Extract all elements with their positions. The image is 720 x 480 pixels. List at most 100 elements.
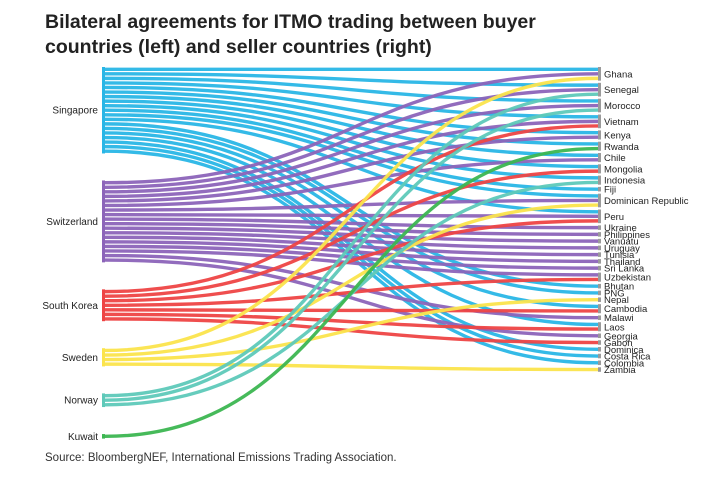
link-south-korea-mongolia [104,169,599,298]
seller-label-cambodia: Cambodia [604,304,648,315]
link-switzerland-senegal [104,87,599,189]
node-tunisia [598,252,601,257]
node-singapore [102,67,105,154]
seller-label-dominica: Dominica [604,345,644,356]
link-singapore-kenya [104,85,599,135]
buyer-label-sweden: Sweden [62,353,98,364]
node-kuwait [102,434,105,439]
link-switzerland-dominican-republic [104,198,599,212]
link-norway-morocco [104,108,599,402]
labels-layer: Singapore Switzerland South Korea Sweden Nor… [42,69,688,443]
link-singapore-peru [104,117,599,214]
node-uzbekistan [598,272,601,282]
link-norway-senegal [104,92,599,398]
link-sweden-nepal [104,297,599,362]
chart-title: Bilateral agreements for ITMO trading be… [45,10,665,60]
link-switzerland-ukraine [104,217,599,230]
node-gabon [598,340,601,345]
node-south-korea [102,289,105,322]
seller-label-ukraine: Ukraine [604,223,637,234]
node-thailand [598,259,601,264]
node-ghana [598,67,601,81]
link-switzerland-uzbekistan [104,249,599,277]
seller-label-nepal: Nepal [604,295,629,306]
seller-label-gabon: Gabon [604,338,633,349]
seller-label-sri-lanka: Sri Lanka [604,264,645,275]
node-morocco [598,98,601,113]
node-fiji [598,186,601,192]
seller-label-ghana: Ghana [604,69,633,80]
seller-label-png: PNG [604,288,625,299]
seller-label-morocco: Morocco [604,101,640,112]
seller-label-dominican-republic: Dominican Republic [604,196,689,207]
seller-label-philippines: Philippines [604,230,650,241]
node-vanuatu [598,238,601,244]
link-singapore-dominican-republic [104,113,599,198]
seller-label-bhutan: Bhutan [604,282,634,293]
link-switzerland-georgia [104,258,599,338]
seller-label-fiji: Fiji [604,185,616,196]
node-rwanda [598,141,601,151]
link-singapore-senegal [104,72,599,87]
seller-label-malawi: Malawi [604,313,634,324]
buyer-label-kuwait: Kuwait [68,432,98,443]
link-south-korea-peru [104,219,599,303]
seller-label-chile: Chile [604,153,626,164]
seller-label-kenya: Kenya [604,130,632,141]
seller-label-thailand: Thailand [604,257,640,268]
link-switzerland-kenya [104,135,599,203]
link-sweden-dominican-republic [104,203,599,357]
source-note: Source: BloombergNEF, International Emis… [45,452,397,464]
node-senegal [598,82,601,97]
seller-label-indonesia: Indonesia [604,176,646,187]
seller-label-rwanda: Rwanda [604,142,640,153]
node-colombia [598,360,601,366]
node-malawi [598,315,601,320]
node-cambodia [598,304,601,314]
node-ukraine [598,225,601,230]
node-dominican-republic [598,193,601,208]
buyer-label-south-korea: South Korea [42,301,98,312]
link-switzerland-malawi [104,253,599,320]
node-indonesia [598,175,601,185]
node-peru [598,209,601,224]
seller-label-costa-rica: Costa Rica [604,352,651,363]
link-kuwait-rwanda [104,146,599,439]
links-layer [104,67,599,439]
node-kenya [598,130,601,140]
seller-label-tunisia: Tunisia [604,250,635,261]
link-switzerland-ghana [104,72,599,185]
node-uruguay [598,245,601,251]
node-nepal [598,297,601,302]
link-south-korea-cambodia [104,308,599,313]
link-sweden-ghana [104,76,599,353]
buyer-label-switzerland: Switzerland [46,217,98,228]
node-georgia [598,333,601,339]
node-vietnam [598,114,601,129]
link-south-korea-laos [104,312,599,331]
link-singapore-indonesia [104,103,599,180]
node-norway [102,393,105,408]
seller-label-colombia: Colombia [604,358,645,369]
nodes-layer [102,67,601,439]
link-switzerland-philippines [104,221,599,237]
seller-label-senegal: Senegal [604,85,639,96]
seller-label-uruguay: Uruguay [604,243,640,254]
link-south-korea-vietnam [104,124,599,294]
link-singapore-morocco [104,76,599,103]
node-philippines [598,232,601,237]
node-sri-lanka [598,265,601,271]
node-png [598,290,601,296]
link-singapore-chile [104,94,599,157]
node-mongolia [598,164,601,174]
node-bhutan [598,283,601,289]
seller-label-georgia: Georgia [604,331,639,342]
seller-label-zambia: Zambia [604,365,636,376]
node-chile [598,153,601,163]
buyer-label-singapore: Singapore [52,106,98,117]
node-sweden [102,348,105,367]
seller-label-vietnam: Vietnam [604,117,639,128]
link-sweden-zambia [104,362,599,372]
link-switzerland-thailand [104,240,599,264]
seller-label-mongolia: Mongolia [604,164,643,175]
